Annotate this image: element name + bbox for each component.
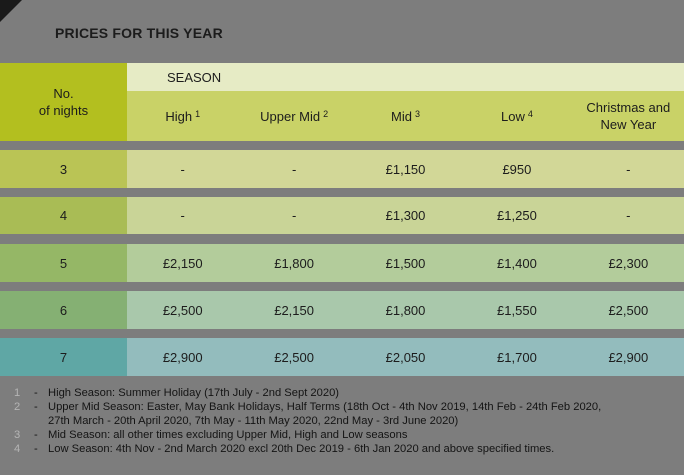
price-cell: £1,550 [497, 302, 537, 318]
footnote-number: 2 [14, 401, 21, 413]
nights-header-line1: No. [53, 86, 74, 101]
footnote-number: 4 [14, 443, 21, 455]
footnotes: 1 - High Season: Summer Holiday (17th Ju… [14, 386, 678, 456]
price-cell: £1,250 [497, 208, 537, 223]
price-cell: £950 [502, 161, 532, 177]
price-cell: £1,400 [497, 255, 537, 271]
table-row: 3 - - £1,150 £950 - [0, 150, 684, 188]
footnote: 3 - Mid Season: all other times excludin… [14, 428, 678, 442]
price-cell: - [180, 161, 185, 177]
price-cell: £1,800 [274, 255, 314, 271]
nights-header: No. of nights [0, 63, 127, 141]
column-header-upper-mid: Upper Mid 2 [260, 108, 329, 124]
footnote: 4 - Low Season: 4th Nov - 2nd March 2020… [14, 442, 678, 456]
footnote: 2 - Upper Mid Season: Easter, May Bank H… [14, 400, 678, 428]
column-header-high: High 1 [165, 108, 201, 124]
footnote-number: 3 [14, 429, 21, 441]
price-cell: £2,150 [162, 255, 203, 271]
price-cell: £1,700 [497, 349, 537, 365]
footnote-number: 1 [14, 387, 21, 399]
table-row: 4 - - £1,300 £1,250 - [0, 197, 684, 234]
column-header-christmas: Christmas and New Year [586, 100, 671, 132]
row-nights: 7 [0, 338, 127, 376]
price-cell: £2,300 [608, 255, 649, 271]
price-cell: £1,800 [385, 302, 426, 318]
footnote-text: Mid Season: all other times excluding Up… [48, 429, 408, 441]
table-row: 7 £2,900 £2,500 £2,050 £1,700 £2,900 [0, 338, 684, 376]
price-cell: - [626, 208, 631, 223]
price-cell: - [291, 161, 297, 177]
row-nights: 5 [0, 244, 127, 282]
footnote: 1 - High Season: Summer Holiday (17th Ju… [14, 386, 678, 400]
price-cell: £2,500 [162, 302, 203, 318]
price-cell: £2,500 [608, 302, 649, 318]
nights-header-line2: of nights [38, 103, 89, 118]
table-header: No. of nights SEASON High 1 Upper Mid 2 Mi… [0, 63, 684, 141]
footnote-dash: - [34, 443, 38, 455]
column-header-low: Low 4 [500, 108, 533, 124]
page-title: PRICES FOR THIS YEAR [55, 25, 223, 41]
footnote-text: High Season: Summer Holiday (17th July -… [48, 387, 340, 399]
price-cell: £2,900 [162, 349, 203, 365]
footnote-dash: - [34, 387, 38, 399]
price-cell: £2,900 [608, 349, 649, 365]
footnote-dash: - [34, 401, 38, 413]
corner-triangle-decoration [0, 0, 22, 22]
table-row: 6 £2,500 £2,150 £1,800 £1,550 £2,500 [0, 291, 684, 329]
price-cell: £2,500 [274, 349, 314, 365]
price-cell: £1,500 [385, 255, 426, 271]
price-cell: £2,150 [274, 302, 314, 318]
row-nights: 4 [0, 197, 127, 234]
footnote-text: Upper Mid Season: Easter, May Bank Holid… [48, 401, 602, 427]
price-cell: - [180, 208, 185, 223]
season-label: SEASON [127, 63, 684, 91]
price-cell: - [291, 208, 297, 223]
price-cell: £1,150 [385, 161, 426, 177]
row-nights: 3 [0, 150, 127, 188]
column-header-mid: Mid 3 [391, 108, 420, 124]
row-nights: 6 [0, 291, 127, 329]
price-cell: £1,300 [385, 208, 426, 223]
footnote-text: Low Season: 4th Nov - 2nd March 2020 exc… [48, 443, 555, 455]
price-cell: £2,050 [385, 349, 426, 365]
footnote-dash: - [34, 429, 38, 441]
price-cell: - [626, 161, 631, 177]
table-row: 5 £2,150 £1,800 £1,500 £1,400 £2,300 [0, 244, 684, 282]
